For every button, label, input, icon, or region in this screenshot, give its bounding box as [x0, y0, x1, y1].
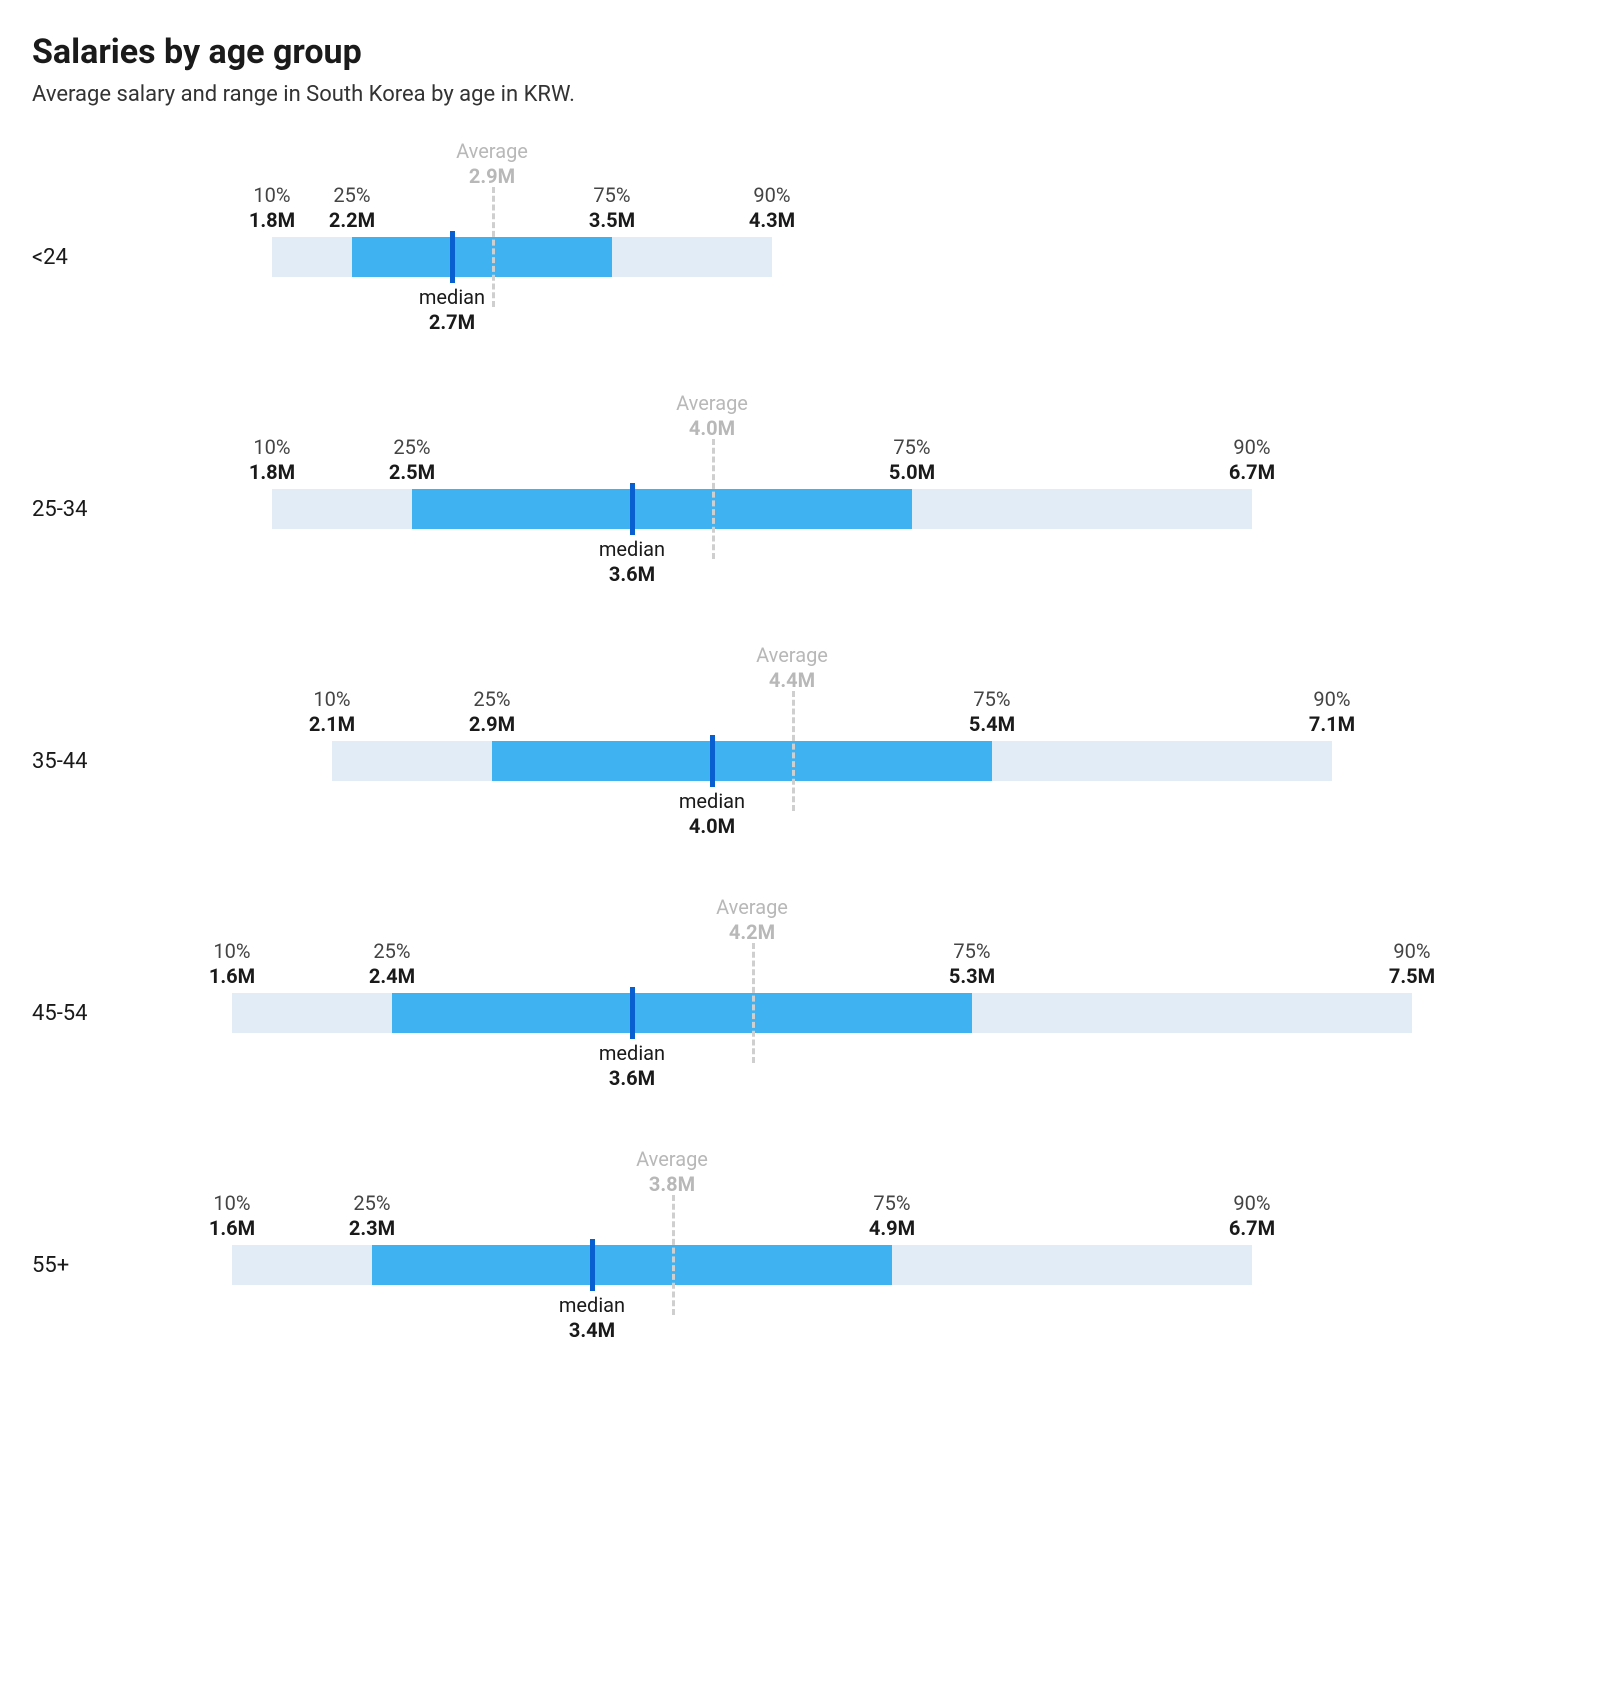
average-line	[492, 187, 495, 307]
row-group-label: 55+	[32, 1253, 232, 1278]
median-tick	[630, 483, 635, 535]
bar-inner	[372, 1245, 892, 1285]
median-label: median4.0M	[679, 789, 745, 839]
average-line	[752, 943, 755, 1063]
chart-row: <24Average2.9M10%1.8M25%2.2M75%3.5M90%4.…	[32, 167, 1584, 347]
chart-row: 55+Average3.8M10%1.6M25%2.3M75%4.9M90%6.…	[32, 1175, 1584, 1355]
chart-title: Salaries by age group	[32, 32, 1584, 72]
average-line	[792, 691, 795, 811]
p10-label: 10%2.1M	[309, 687, 355, 737]
p90-label: 90%6.7M	[1229, 435, 1275, 485]
chart-row: 35-44Average4.4M10%2.1M25%2.9M75%5.4M90%…	[32, 671, 1584, 851]
p75-label: 75%4.9M	[869, 1191, 915, 1241]
p90-label: 90%7.1M	[1309, 687, 1355, 737]
p10-label: 10%1.6M	[209, 1191, 255, 1241]
median-label: median3.6M	[599, 1041, 665, 1091]
p25-label: 25%2.3M	[349, 1191, 395, 1241]
median-tick	[590, 1239, 595, 1291]
p25-label: 25%2.2M	[329, 183, 375, 233]
p75-label: 75%5.0M	[889, 435, 935, 485]
median-tick	[450, 231, 455, 283]
p25-label: 25%2.4M	[369, 939, 415, 989]
p90-label: 90%4.3M	[749, 183, 795, 233]
median-label: median2.7M	[419, 285, 485, 335]
bar-inner	[392, 993, 972, 1033]
p10-label: 10%1.8M	[249, 183, 295, 233]
bar-inner	[352, 237, 612, 277]
bar-inner	[492, 741, 992, 781]
p75-label: 75%5.3M	[949, 939, 995, 989]
p90-label: 90%7.5M	[1389, 939, 1435, 989]
average-label: Average4.4M	[756, 643, 828, 693]
median-label: median3.4M	[559, 1293, 625, 1343]
bar-wrap: Average4.2M10%1.6M25%2.4M75%5.3M90%7.5Mm…	[232, 923, 1472, 1103]
chart-row: 45-54Average4.2M10%1.6M25%2.4M75%5.3M90%…	[32, 923, 1584, 1103]
median-label: median3.6M	[599, 537, 665, 587]
median-tick	[710, 735, 715, 787]
row-group-label: 35-44	[32, 749, 232, 774]
p25-label: 25%2.5M	[389, 435, 435, 485]
median-tick	[630, 987, 635, 1039]
p25-label: 25%2.9M	[469, 687, 515, 737]
bar-wrap: Average3.8M10%1.6M25%2.3M75%4.9M90%6.7Mm…	[232, 1175, 1312, 1355]
bar-wrap: Average4.0M10%1.8M25%2.5M75%5.0M90%6.7Mm…	[232, 419, 1312, 599]
average-label: Average3.8M	[636, 1147, 708, 1197]
row-group-label: 45-54	[32, 1001, 232, 1026]
average-label: Average4.2M	[716, 895, 788, 945]
chart-area: <24Average2.9M10%1.8M25%2.2M75%3.5M90%4.…	[32, 167, 1584, 1355]
average-line	[672, 1195, 675, 1315]
average-label: Average4.0M	[676, 391, 748, 441]
p90-label: 90%6.7M	[1229, 1191, 1275, 1241]
p75-label: 75%3.5M	[589, 183, 635, 233]
row-group-label: 25-34	[32, 497, 232, 522]
p10-label: 10%1.6M	[209, 939, 255, 989]
chart-row: 25-34Average4.0M10%1.8M25%2.5M75%5.0M90%…	[32, 419, 1584, 599]
average-label: Average2.9M	[456, 139, 528, 189]
bar-inner	[412, 489, 912, 529]
p10-label: 10%1.8M	[249, 435, 295, 485]
p75-label: 75%5.4M	[969, 687, 1015, 737]
bar-wrap: Average2.9M10%1.8M25%2.2M75%3.5M90%4.3Mm…	[232, 167, 832, 347]
average-line	[712, 439, 715, 559]
bar-wrap: Average4.4M10%2.1M25%2.9M75%5.4M90%7.1Mm…	[232, 671, 1392, 851]
chart-subtitle: Average salary and range in South Korea …	[32, 82, 1584, 107]
row-group-label: <24	[32, 245, 232, 270]
